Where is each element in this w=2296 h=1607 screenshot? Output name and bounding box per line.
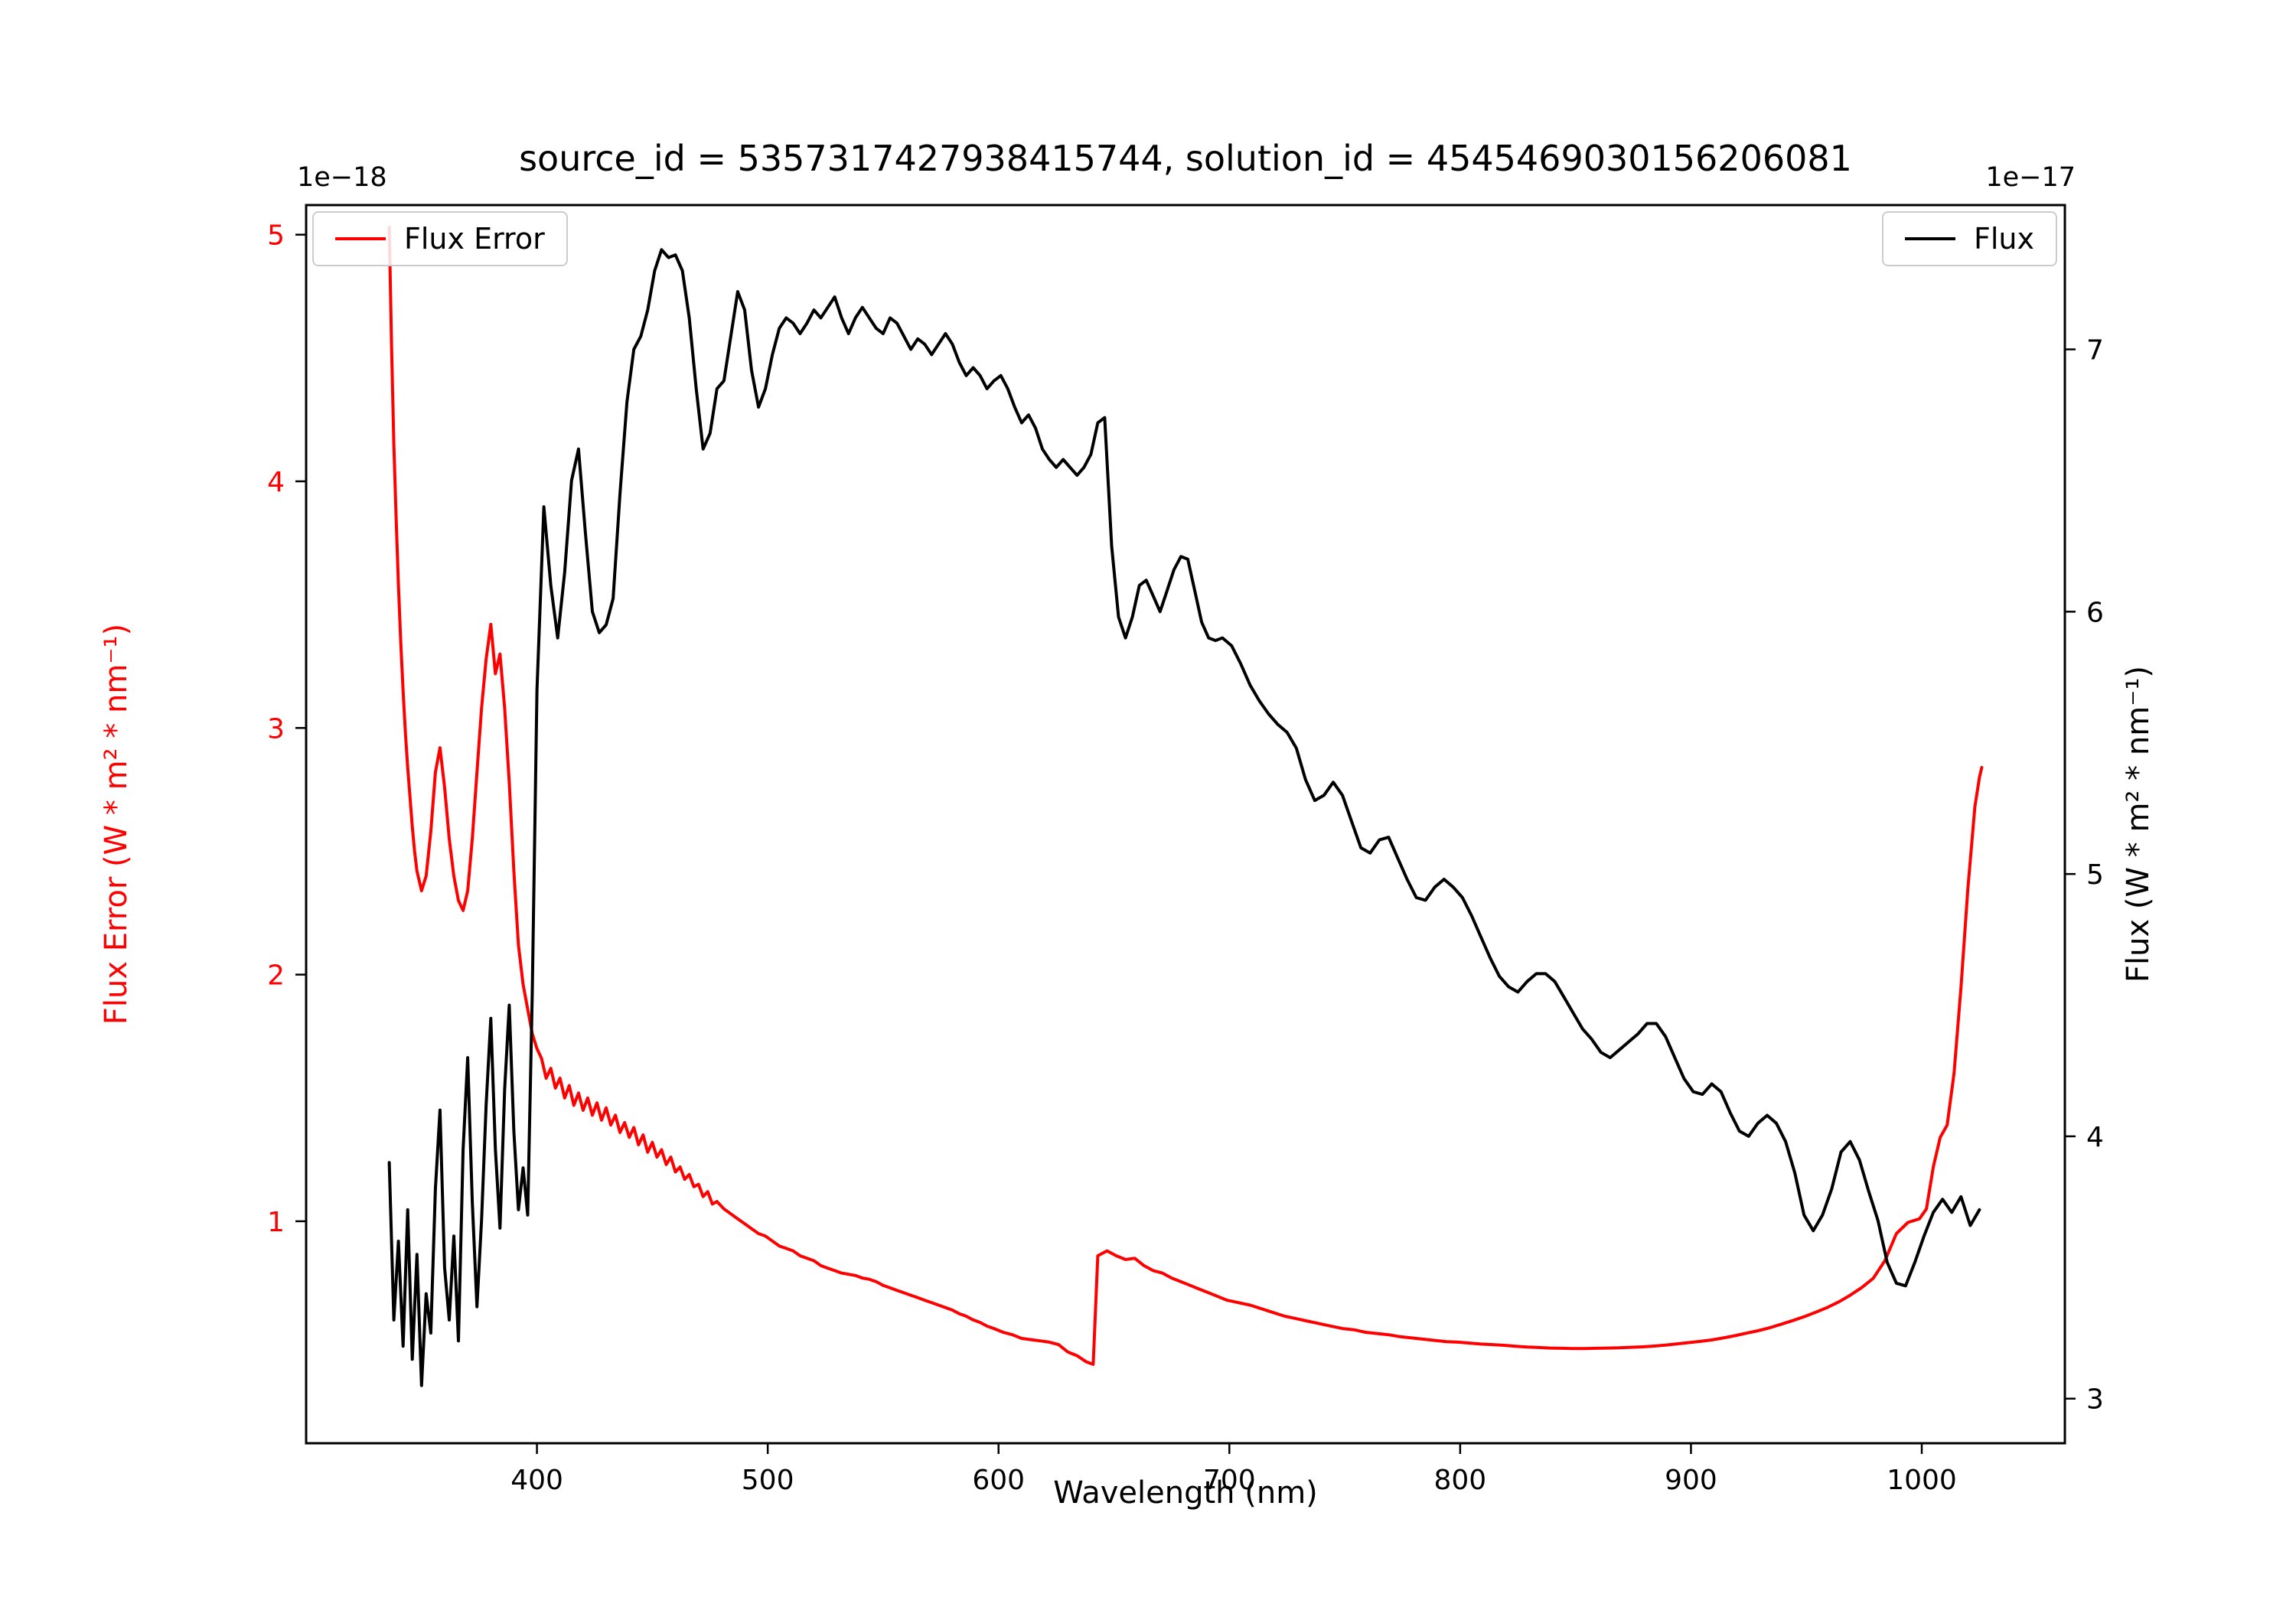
x-tick-label: 500: [742, 1465, 794, 1496]
x-tick-label: 900: [1665, 1465, 1717, 1496]
flux-error-line-sample: [335, 237, 386, 240]
legend-label-flux-error: Flux Error: [404, 222, 545, 256]
y-left-tick-label: 2: [267, 960, 285, 992]
x-tick-label: 800: [1434, 1465, 1487, 1496]
chart-title: source_id = 5357317427938415744, solutio…: [519, 138, 1852, 179]
legend-flux: Flux: [1882, 211, 2057, 266]
legend-label-flux: Flux: [1974, 222, 2034, 256]
y-right-tick-label: 7: [2086, 335, 2104, 367]
y-axis-label-left: Flux Error (W * m² * nm⁻¹): [99, 623, 134, 1025]
y-left-tick-label: 4: [267, 467, 285, 498]
x-axis-label: Wavelength (nm): [1053, 1475, 1318, 1511]
flux-line-sample: [1905, 237, 1955, 240]
y-left-tick-label: 1: [267, 1207, 285, 1238]
y-right-tick-label: 5: [2086, 859, 2104, 891]
y-left-tick-label: 5: [267, 220, 285, 252]
y-right-tick-label: 4: [2086, 1122, 2104, 1153]
y-axis-offset-left: 1e−18: [297, 162, 387, 193]
x-tick-label: 600: [972, 1465, 1025, 1496]
legend-flux-error: Flux Error: [312, 211, 568, 266]
y-axis-label-right: Flux (W * m² * nm⁻¹): [2121, 666, 2156, 983]
y-right-tick-label: 6: [2086, 597, 2104, 628]
x-tick-label: 1000: [1887, 1465, 1957, 1496]
y-left-tick-label: 3: [267, 713, 285, 745]
y-axis-offset-right: 1e−17: [1985, 162, 2076, 193]
y-right-tick-label: 3: [2086, 1384, 2104, 1416]
series-line-flux: [387, 248, 1981, 1387]
x-tick-label: 700: [1203, 1465, 1256, 1496]
plot-frame: [305, 204, 2066, 1445]
series-line-flux-error: [387, 226, 1984, 1366]
x-tick-label: 400: [510, 1465, 563, 1496]
